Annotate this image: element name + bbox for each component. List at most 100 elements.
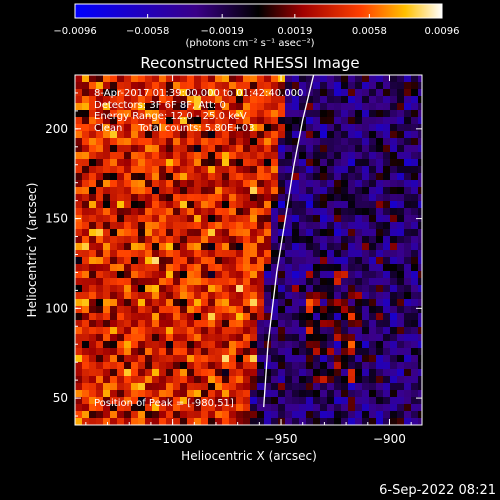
heatmap-cell bbox=[383, 257, 390, 264]
heatmap-cell bbox=[215, 173, 222, 180]
heatmap-cell bbox=[124, 306, 131, 313]
heatmap-cell bbox=[390, 271, 397, 278]
heatmap-cell bbox=[250, 124, 257, 131]
heatmap-cell bbox=[376, 383, 383, 390]
heatmap-cell bbox=[397, 131, 404, 138]
heatmap-cell bbox=[222, 264, 229, 271]
heatmap-cell bbox=[236, 334, 243, 341]
heatmap-cell bbox=[159, 124, 166, 131]
heatmap-cell bbox=[327, 75, 334, 82]
heatmap-cell bbox=[103, 278, 110, 285]
heatmap-cell bbox=[103, 383, 110, 390]
heatmap-cell bbox=[145, 75, 152, 82]
heatmap-cell bbox=[397, 152, 404, 159]
heatmap-cell bbox=[131, 131, 138, 138]
heatmap-cell bbox=[362, 96, 369, 103]
heatmap-cell bbox=[124, 138, 131, 145]
heatmap-cell bbox=[411, 89, 418, 96]
heatmap-cell bbox=[110, 138, 117, 145]
heatmap-cell bbox=[166, 138, 173, 145]
heatmap-cell bbox=[397, 110, 404, 117]
heatmap-cell bbox=[89, 411, 96, 418]
heatmap-cell bbox=[404, 96, 411, 103]
heatmap-cell bbox=[257, 194, 264, 201]
heatmap-cell bbox=[306, 222, 313, 229]
heatmap-cell bbox=[383, 320, 390, 327]
heatmap-cell bbox=[250, 411, 257, 418]
heatmap-cell bbox=[271, 369, 278, 376]
heatmap-cell bbox=[208, 131, 215, 138]
heatmap-cell bbox=[159, 138, 166, 145]
heatmap-cell bbox=[306, 75, 313, 82]
heatmap-cell bbox=[348, 299, 355, 306]
heatmap-cell bbox=[278, 362, 285, 369]
heatmap-cell bbox=[390, 292, 397, 299]
heatmap-cell bbox=[201, 404, 208, 411]
heatmap-cell bbox=[208, 348, 215, 355]
heatmap-cell bbox=[82, 222, 89, 229]
heatmap-cell bbox=[250, 159, 257, 166]
heatmap-cell bbox=[124, 348, 131, 355]
heatmap-cell bbox=[264, 369, 271, 376]
heatmap-cell bbox=[180, 383, 187, 390]
heatmap-cell bbox=[243, 411, 250, 418]
heatmap-cell bbox=[390, 306, 397, 313]
heatmap-cell bbox=[264, 117, 271, 124]
heatmap-cell bbox=[215, 369, 222, 376]
heatmap-cell bbox=[369, 348, 376, 355]
heatmap-cell bbox=[299, 208, 306, 215]
heatmap-cell bbox=[194, 138, 201, 145]
heatmap-cell bbox=[313, 89, 320, 96]
heatmap-cell bbox=[292, 390, 299, 397]
heatmap-cell bbox=[411, 159, 418, 166]
heatmap-cell bbox=[257, 103, 264, 110]
heatmap-cell bbox=[152, 348, 159, 355]
heatmap-cell bbox=[397, 145, 404, 152]
heatmap-cell bbox=[271, 327, 278, 334]
heatmap-cell bbox=[278, 187, 285, 194]
heatmap-cell bbox=[257, 145, 264, 152]
heatmap-cell bbox=[110, 327, 117, 334]
heatmap-cell bbox=[278, 369, 285, 376]
heatmap-cell bbox=[292, 306, 299, 313]
heatmap-cell bbox=[131, 411, 138, 418]
heatmap-cell bbox=[362, 278, 369, 285]
heatmap-cell bbox=[411, 96, 418, 103]
heatmap-cell bbox=[152, 271, 159, 278]
heatmap-cell bbox=[236, 243, 243, 250]
heatmap-cell bbox=[411, 145, 418, 152]
heatmap-cell bbox=[75, 292, 82, 299]
heatmap-cell bbox=[243, 173, 250, 180]
heatmap-cell bbox=[124, 124, 131, 131]
heatmap-cell bbox=[187, 411, 194, 418]
heatmap-cell bbox=[201, 383, 208, 390]
heatmap-cell bbox=[355, 292, 362, 299]
heatmap-cell bbox=[278, 180, 285, 187]
heatmap-cell bbox=[348, 159, 355, 166]
heatmap-cell bbox=[271, 320, 278, 327]
heatmap-cell bbox=[348, 236, 355, 243]
heatmap-cell bbox=[138, 145, 145, 152]
heatmap-cell bbox=[404, 208, 411, 215]
heatmap-cell bbox=[194, 215, 201, 222]
heatmap-cell bbox=[243, 271, 250, 278]
heatmap-cell bbox=[201, 250, 208, 257]
heatmap-cell bbox=[215, 313, 222, 320]
heatmap-cell bbox=[390, 355, 397, 362]
heatmap-cell bbox=[124, 257, 131, 264]
heatmap-cell bbox=[138, 236, 145, 243]
heatmap-cell bbox=[222, 180, 229, 187]
heatmap-cell bbox=[152, 383, 159, 390]
heatmap-cell bbox=[313, 82, 320, 89]
heatmap-cell bbox=[404, 390, 411, 397]
heatmap-cell bbox=[89, 180, 96, 187]
heatmap-cell bbox=[278, 117, 285, 124]
heatmap-cell bbox=[152, 320, 159, 327]
heatmap-cell bbox=[208, 145, 215, 152]
heatmap-cell bbox=[257, 96, 264, 103]
heatmap-cell bbox=[187, 131, 194, 138]
heatmap-cell bbox=[306, 208, 313, 215]
heatmap-cell bbox=[285, 152, 292, 159]
heatmap-cell bbox=[89, 201, 96, 208]
heatmap-cell bbox=[159, 89, 166, 96]
